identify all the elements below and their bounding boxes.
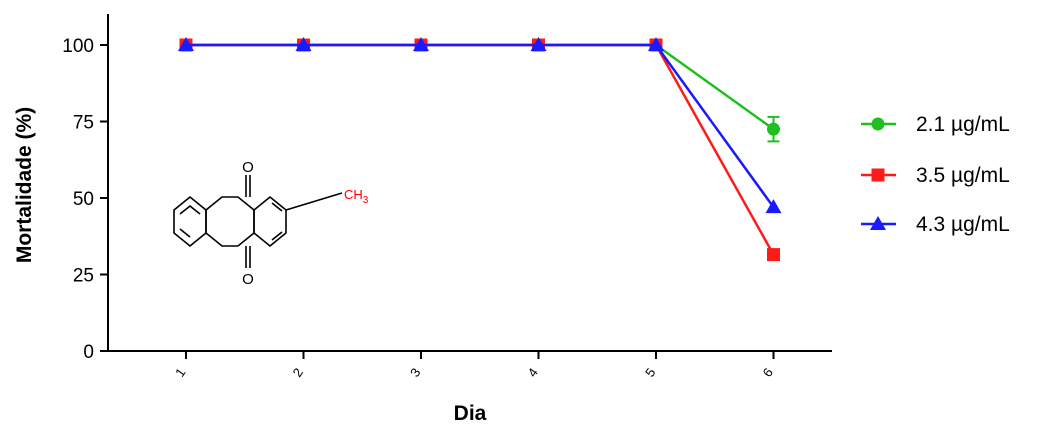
legend-item: 2.1 µg/mL	[861, 113, 1010, 136]
chemical-structure-2-methylanthraquinone: O O CH3	[173, 159, 369, 288]
data-point	[295, 37, 312, 51]
mol-ring-right	[253, 195, 287, 248]
legend-item: 3.5 µg/mL	[861, 164, 1010, 187]
legend: 2.1 µg/mL 3.5 µg/mL 4.3 µg/mL	[861, 113, 1010, 236]
data-point	[178, 37, 194, 51]
mol-methyl-label: CH3	[344, 187, 369, 206]
series-line	[186, 43, 775, 256]
series-3	[178, 37, 782, 214]
x-ticks: 1 2 3 4 5 6	[172, 351, 776, 380]
x-tick-label: 1	[172, 365, 188, 380]
data-point	[648, 37, 664, 51]
mol-oxygen-top: O	[242, 159, 254, 176]
data-point	[767, 248, 780, 262]
series-2	[179, 38, 780, 262]
y-tick-label: 100	[62, 36, 94, 57]
mol-ring-middle	[205, 196, 255, 247]
x-axis-title: Dia	[454, 402, 487, 425]
y-ticks: 0 25 50 75 100	[62, 36, 108, 363]
x-tick-label: 2	[290, 365, 306, 380]
legend-marker	[870, 216, 886, 230]
data-point	[413, 37, 429, 51]
legend-label: 3.5 µg/mL	[916, 164, 1010, 187]
mol-ring-right-bond	[271, 202, 283, 212]
x-tick-label: 4	[525, 365, 541, 380]
x-tick-label: 6	[760, 365, 776, 380]
legend-label: 4.3 µg/mL	[916, 213, 1010, 236]
mol-oxygen-bottom: O	[242, 271, 254, 288]
mol-ring-left	[173, 195, 207, 248]
series-layer	[178, 37, 782, 262]
legend-marker	[871, 117, 885, 131]
mol-ring-right-bond-2	[271, 231, 283, 241]
y-tick-label: 25	[73, 266, 94, 287]
y-axis-title: Mortalidade (%)	[13, 107, 36, 263]
legend-item: 4.3 µg/mL	[861, 213, 1010, 236]
mol-ring-left-bond	[179, 228, 191, 238]
x-tick-label: 5	[642, 365, 658, 380]
data-point	[765, 199, 782, 214]
y-tick-label: 0	[83, 342, 94, 363]
mol-methyl-bond	[285, 192, 343, 211]
x-tick-label: 3	[407, 365, 423, 380]
series-line	[186, 43, 775, 208]
legend-label: 2.1 µg/mL	[916, 113, 1010, 136]
mol-ring-left-inner	[179, 204, 201, 215]
legend-marker	[871, 168, 885, 182]
data-point	[530, 37, 547, 51]
y-tick-label: 75	[73, 113, 94, 134]
y-tick-label: 50	[73, 189, 94, 210]
data-point	[767, 122, 780, 136]
